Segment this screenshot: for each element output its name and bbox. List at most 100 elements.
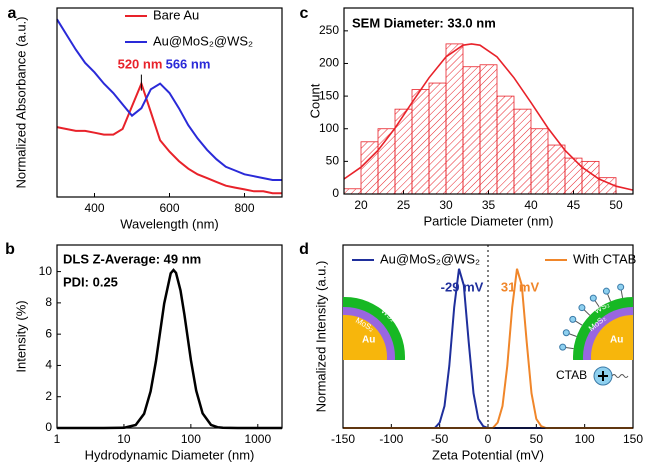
x-tick-label: -100 <box>379 432 403 446</box>
x-tick-label: 800 <box>234 201 254 215</box>
x-tick-label: 45 <box>567 198 581 212</box>
ligand-head <box>589 294 597 302</box>
y-tick-label: 200 <box>319 56 339 70</box>
y-tick-label: 10 <box>39 264 53 278</box>
ligand-head <box>569 315 577 323</box>
x-tick-label: -150 <box>331 432 355 446</box>
x-tick-label: 150 <box>623 432 643 446</box>
y-axis-title: Count <box>307 83 322 118</box>
ligand-head <box>617 283 625 291</box>
histogram-bar <box>530 128 549 195</box>
histogram-bar <box>445 43 464 195</box>
ligand-tail <box>607 293 611 302</box>
x-tick-label: 1 <box>54 432 61 446</box>
ligand-head <box>602 287 610 295</box>
ligand-head <box>578 304 586 312</box>
x-tick-label: 50 <box>530 432 544 446</box>
legend-label: Bare Au <box>153 7 199 22</box>
x-tick-label: 1000 <box>244 432 271 446</box>
histogram-bar <box>343 188 362 195</box>
ligand-tail <box>568 333 577 337</box>
series-line <box>56 80 282 195</box>
histogram-bar <box>547 144 566 195</box>
histogram-bar <box>394 108 413 195</box>
x-tick-label: 30 <box>439 198 453 212</box>
y-axis-title: Normalized Intensity (a.u.) <box>313 261 328 413</box>
ligand-tail <box>565 347 574 350</box>
histogram-bar <box>428 82 447 195</box>
x-tick-label: -50 <box>431 432 449 446</box>
annotation: 566 nm <box>166 56 211 71</box>
ligand-tail <box>594 300 600 308</box>
x-axis-title: Hydrodynamic Diameter (nm) <box>85 447 255 462</box>
y-tick-label: 50 <box>326 154 340 168</box>
y-tick-label: 0 <box>45 420 52 434</box>
fit-curve <box>343 43 634 191</box>
annotation: DLS Z-Average: 49 nm <box>63 251 201 266</box>
histogram-bar <box>479 64 498 195</box>
series-line <box>57 268 282 430</box>
annotation: PDI: 0.25 <box>63 274 118 289</box>
y-tick-label: 0 <box>332 186 339 200</box>
inset-label: Au <box>362 335 375 346</box>
x-tick-label: 20 <box>354 198 368 212</box>
annotation: 31 mV <box>501 279 540 294</box>
inset-label: CTAB <box>556 368 587 382</box>
panel-label: a <box>8 5 17 22</box>
x-tick-label: 0 <box>485 432 492 446</box>
annotation: 520 nm <box>118 56 163 71</box>
plus <box>598 371 608 381</box>
x-tick-label: 100 <box>181 432 201 446</box>
y-tick-label: 150 <box>319 88 339 102</box>
y-tick-label: 100 <box>319 121 339 135</box>
legend-label: Au@MoS₂@WS₂ <box>380 251 480 266</box>
series-line <box>56 18 282 181</box>
plot-frame <box>56 244 283 429</box>
histogram-bar <box>496 95 515 195</box>
right-inset <box>573 297 633 360</box>
ctab-tail <box>611 374 629 378</box>
x-tick-label: 600 <box>159 201 179 215</box>
y-tick-label: 2 <box>45 389 52 403</box>
y-tick-label: 8 <box>45 295 52 309</box>
left-inset <box>343 297 405 360</box>
y-tick-label: 4 <box>45 358 52 372</box>
x-tick-label: 50 <box>609 198 623 212</box>
annotation: -29 mV <box>441 279 484 294</box>
plot-frame <box>343 7 634 195</box>
panel-label: c <box>300 5 309 22</box>
annotation: SEM Diameter: 33.0 nm <box>352 15 496 30</box>
x-tick-label: 40 <box>524 198 538 212</box>
y-tick-label: 6 <box>45 326 52 340</box>
histogram-bar <box>462 66 481 195</box>
ligand-head <box>562 329 570 337</box>
histogram-bar <box>411 89 430 195</box>
ligand-head <box>559 343 567 351</box>
y-axis-title: Normalized Absorbance (a.u.) <box>13 17 28 189</box>
panel-label: b <box>5 241 15 258</box>
histogram-bar <box>360 141 379 195</box>
ligands <box>559 283 625 351</box>
ligand-tail <box>575 320 583 326</box>
inset-label: Au <box>610 335 623 346</box>
legend-label: Au@MoS₂@WS₂ <box>153 33 253 48</box>
histogram-bar <box>564 157 583 195</box>
panel-label: d <box>299 241 309 258</box>
x-axis-title: Particle Diameter (nm) <box>423 213 553 228</box>
histogram-bar <box>513 108 532 195</box>
x-tick-label: 25 <box>397 198 411 212</box>
insets: Au MoS₂ WS₂ Au MoS₂ WS₂ CTAB <box>343 283 633 386</box>
ligand-tail <box>620 289 624 298</box>
ligand-tail <box>583 309 591 316</box>
plot-frame <box>56 7 283 198</box>
x-tick-label: 400 <box>84 201 104 215</box>
x-axis-title: Zeta Potential (mV) <box>432 447 544 462</box>
y-axis-title: Intensity (%) <box>13 300 28 372</box>
x-tick-label: 100 <box>575 432 595 446</box>
legend-label: With CTAB <box>573 251 636 266</box>
y-tick-label: 250 <box>319 23 339 37</box>
x-axis-title: Wavelength (nm) <box>120 216 219 231</box>
x-tick-label: 10 <box>117 432 131 446</box>
x-tick-label: 35 <box>482 198 496 212</box>
